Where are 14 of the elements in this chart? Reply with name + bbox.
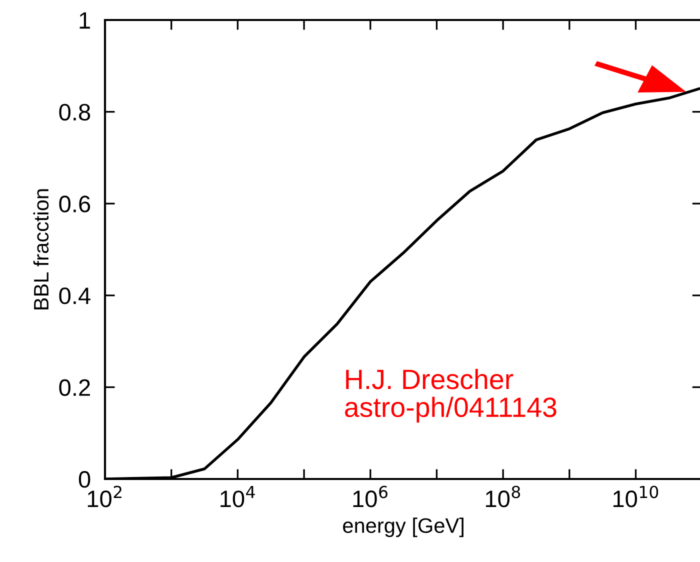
x-axis-title: energy [GeV] — [343, 518, 464, 538]
y-tick-label: 0.8 — [59, 104, 90, 121]
x-tick-label: 10$^{10}$ — [613, 486, 658, 508]
y-tick-label: 0.6 — [59, 196, 90, 212]
x-tick-label: 10$^{2}$ — [88, 486, 122, 508]
y-tick-label: 0.2 — [59, 379, 90, 396]
annotation: H.J. Drescher astro-ph/0411143 — [345, 368, 556, 423]
y-tick-label: 1 — [80, 12, 90, 29]
y-tick-label: 0 — [78, 471, 90, 488]
y-axis-title: BBL fracction — [33, 189, 49, 310]
x-tick-label: 10$^{4}$ — [220, 486, 255, 508]
y-tick-label: 0.4 — [59, 287, 90, 304]
x-tick-label: 10$^{8}$ — [486, 486, 520, 508]
x-tick-label: 10$^{6}$ — [353, 486, 388, 508]
